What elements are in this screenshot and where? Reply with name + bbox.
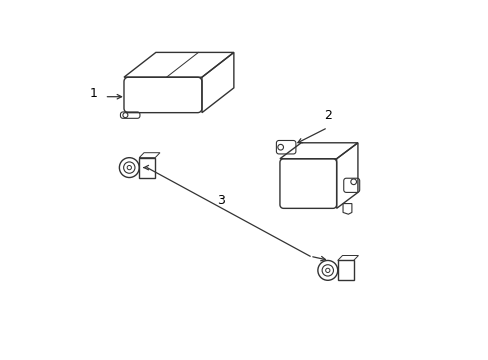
Text: 3: 3 bbox=[217, 194, 225, 207]
Text: 2: 2 bbox=[323, 108, 331, 122]
Text: 1: 1 bbox=[89, 87, 97, 100]
